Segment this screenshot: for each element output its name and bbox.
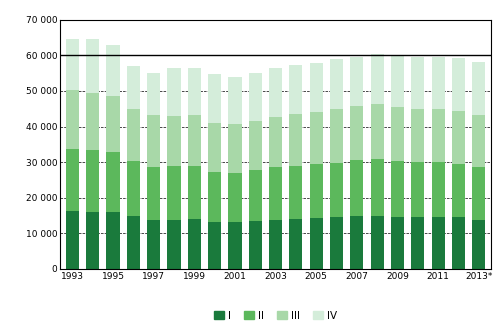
Bar bbox=[106, 96, 120, 152]
Bar bbox=[106, 45, 120, 96]
Bar bbox=[228, 77, 241, 124]
Bar bbox=[411, 162, 424, 217]
Bar bbox=[289, 65, 303, 114]
Bar bbox=[269, 116, 282, 168]
Legend: I, II, III, IV: I, II, III, IV bbox=[209, 307, 342, 325]
Bar bbox=[167, 166, 180, 220]
Bar bbox=[228, 124, 241, 173]
Bar bbox=[269, 68, 282, 116]
Bar bbox=[391, 107, 404, 161]
Bar bbox=[411, 57, 424, 109]
Bar bbox=[106, 212, 120, 269]
Bar bbox=[86, 150, 99, 212]
Bar bbox=[330, 163, 343, 217]
Bar bbox=[289, 114, 303, 166]
Bar bbox=[188, 219, 201, 269]
Bar bbox=[472, 62, 485, 115]
Bar bbox=[66, 90, 79, 149]
Bar bbox=[208, 172, 221, 222]
Bar bbox=[248, 221, 262, 269]
Bar bbox=[167, 69, 180, 116]
Bar bbox=[147, 220, 160, 269]
Bar bbox=[411, 109, 424, 162]
Bar bbox=[188, 166, 201, 219]
Bar bbox=[452, 58, 465, 111]
Bar bbox=[66, 211, 79, 269]
Bar bbox=[330, 59, 343, 110]
Bar bbox=[147, 115, 160, 167]
Bar bbox=[127, 215, 140, 269]
Bar bbox=[208, 123, 221, 172]
Bar bbox=[472, 167, 485, 220]
Bar bbox=[188, 68, 201, 115]
Bar bbox=[391, 161, 404, 216]
Bar bbox=[472, 115, 485, 167]
Bar bbox=[431, 57, 445, 109]
Bar bbox=[289, 219, 303, 269]
Bar bbox=[269, 220, 282, 269]
Bar bbox=[371, 216, 384, 269]
Bar bbox=[431, 109, 445, 162]
Bar bbox=[431, 162, 445, 216]
Bar bbox=[330, 110, 343, 163]
Bar bbox=[330, 217, 343, 269]
Bar bbox=[66, 39, 79, 90]
Bar bbox=[86, 93, 99, 150]
Bar bbox=[167, 116, 180, 166]
Bar bbox=[86, 212, 99, 269]
Bar bbox=[371, 54, 384, 104]
Bar bbox=[127, 161, 140, 215]
Bar bbox=[472, 220, 485, 269]
Bar bbox=[86, 39, 99, 93]
Bar bbox=[411, 217, 424, 269]
Bar bbox=[248, 73, 262, 121]
Bar bbox=[452, 217, 465, 269]
Bar bbox=[371, 159, 384, 216]
Bar bbox=[289, 166, 303, 219]
Bar bbox=[371, 104, 384, 159]
Bar bbox=[350, 57, 363, 106]
Bar bbox=[310, 63, 323, 112]
Bar bbox=[228, 222, 241, 269]
Bar bbox=[188, 115, 201, 166]
Bar bbox=[350, 160, 363, 216]
Bar bbox=[391, 56, 404, 107]
Bar bbox=[147, 167, 160, 220]
Bar bbox=[167, 220, 180, 269]
Bar bbox=[127, 110, 140, 161]
Bar bbox=[310, 112, 323, 164]
Bar bbox=[310, 218, 323, 269]
Bar bbox=[248, 121, 262, 170]
Bar bbox=[106, 152, 120, 212]
Bar bbox=[248, 170, 262, 221]
Bar bbox=[147, 73, 160, 115]
Bar bbox=[208, 222, 221, 269]
Bar bbox=[228, 173, 241, 222]
Bar bbox=[391, 216, 404, 269]
Bar bbox=[310, 164, 323, 218]
Bar bbox=[127, 66, 140, 110]
Bar bbox=[452, 164, 465, 217]
Bar bbox=[269, 168, 282, 220]
Bar bbox=[350, 106, 363, 160]
Bar bbox=[452, 111, 465, 164]
Bar bbox=[431, 216, 445, 269]
Bar bbox=[66, 149, 79, 211]
Bar bbox=[208, 74, 221, 123]
Bar bbox=[350, 216, 363, 269]
